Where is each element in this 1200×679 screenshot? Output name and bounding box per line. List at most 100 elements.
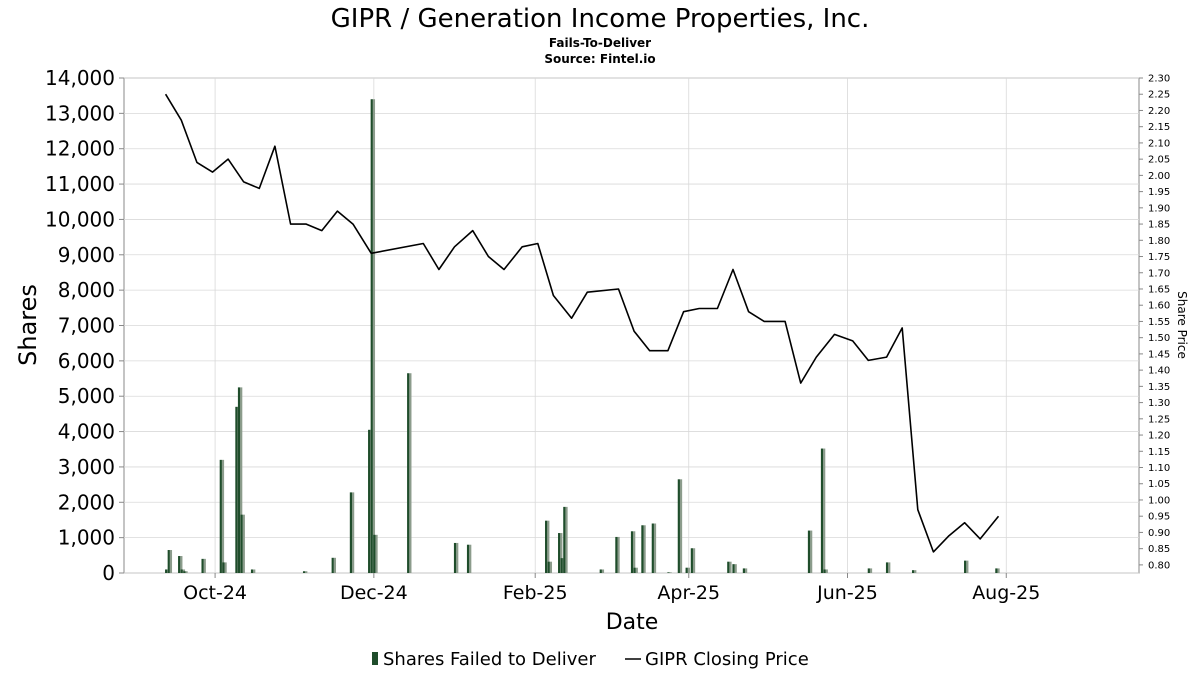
fail-bar — [667, 572, 670, 573]
x-axis-label: Date — [606, 610, 659, 635]
fail-bar-shadow — [687, 567, 690, 573]
fail-bar — [727, 561, 730, 573]
fail-bar — [219, 459, 222, 573]
fail-bar — [615, 536, 618, 573]
y-axis-right: 0.80 0.85 0.90 0.95 1.00 1.05 1.10 1.15 1.20 1.25… — [1139, 74, 1170, 571]
y2-axis-label: Share Price — [1175, 291, 1189, 359]
y2-tick-label: 2.25 — [1148, 90, 1170, 101]
y2-tick-label: 1.35 — [1148, 382, 1170, 393]
fail-bar-shadow — [869, 568, 873, 573]
fail-bar-shadow — [734, 564, 737, 573]
fail-bar — [250, 569, 254, 573]
fail-bar — [558, 533, 561, 573]
fail-bar-shadow — [643, 525, 646, 573]
y2-tick-label: 1.95 — [1148, 187, 1170, 198]
chart-title: GIPR / Generation Income Properties, Inc… — [331, 4, 870, 34]
y2-tick-label: 0.90 — [1148, 528, 1170, 539]
chart-source: Source: Fintel.io — [544, 52, 655, 66]
legend-line-label: GIPR Closing Price — [645, 649, 809, 670]
fail-bar — [545, 520, 548, 573]
fail-bar-shadow — [409, 373, 412, 573]
fail-bar-shadow — [692, 548, 696, 573]
fail-bar-shadow — [456, 542, 459, 573]
fail-bar-shadow — [825, 569, 828, 573]
y-axis-label: Shares — [14, 284, 42, 366]
fail-bar-shadow — [997, 568, 1000, 573]
y-tick-label: 7,000 — [58, 314, 115, 338]
y2-tick-label: 1.65 — [1148, 284, 1170, 295]
y2-tick-label: 1.45 — [1148, 349, 1170, 360]
y-tick-label: 1,000 — [58, 526, 115, 550]
legend-bar-swatch — [372, 652, 378, 665]
y2-tick-label: 2.15 — [1148, 122, 1170, 133]
fail-bar — [823, 569, 826, 573]
y-tick-label: 11,000 — [45, 172, 115, 196]
y2-tick-label: 1.55 — [1148, 317, 1170, 328]
fail-bar-shadow — [305, 571, 308, 573]
fail-bar-shadow — [469, 544, 472, 573]
fail-bar — [885, 562, 889, 573]
y2-tick-label: 1.20 — [1148, 431, 1170, 442]
x-tick-label: Dec-24 — [340, 582, 408, 604]
fail-bar-shadow — [253, 569, 256, 573]
fail-bar — [911, 570, 915, 573]
fail-bar — [820, 448, 824, 573]
y-tick-label: 2,000 — [58, 490, 115, 514]
fail-bar — [178, 556, 181, 573]
fail-bar-shadow — [375, 534, 378, 573]
fail-bar-shadow — [180, 556, 183, 573]
fail-bar-shadow — [560, 533, 563, 573]
fail-bar — [964, 560, 967, 573]
fail-bar-shadow — [617, 536, 620, 573]
y2-tick-label: 2.30 — [1148, 74, 1170, 85]
fail-bar — [732, 564, 735, 573]
fail-bar — [560, 558, 563, 573]
fail-bar — [165, 569, 168, 573]
fail-bar — [167, 550, 170, 573]
y-tick-label: 14,000 — [45, 66, 115, 90]
fail-bar — [742, 568, 746, 573]
fail-bar-shadow — [914, 570, 917, 573]
y-tick-label: 12,000 — [45, 137, 115, 161]
fail-bar — [407, 373, 410, 573]
fail-bar — [685, 567, 688, 573]
fail-bar-shadow — [242, 514, 245, 573]
fail-bar-shadow — [823, 448, 826, 573]
fail-bar-shadow — [203, 558, 206, 573]
y2-tick-label: 1.50 — [1148, 333, 1170, 344]
fail-bar — [807, 530, 811, 573]
y-tick-label: 4,000 — [58, 420, 115, 444]
y2-tick-label: 0.95 — [1148, 512, 1170, 523]
fail-bar — [630, 531, 634, 573]
y2-tick-label: 1.15 — [1148, 447, 1170, 458]
x-axis: Oct-24 Dec-24 Feb-25 Apr-25 Jun-25 Aug-25 — [183, 573, 1040, 604]
fail-bar-shadow — [601, 569, 605, 573]
fail-bar — [201, 558, 204, 573]
fail-bar-shadow — [633, 531, 636, 573]
x-tick-label: Feb-25 — [503, 582, 568, 604]
fail-bar-shadow — [169, 550, 173, 573]
fail-bar — [331, 557, 334, 573]
y2-tick-label: 1.10 — [1148, 463, 1170, 474]
y2-tick-label: 1.70 — [1148, 268, 1170, 279]
x-tick-label: Aug-25 — [972, 582, 1040, 604]
fail-bar — [235, 406, 238, 573]
fail-bar-shadow — [745, 568, 748, 573]
x-tick-label: Oct-24 — [183, 582, 247, 604]
fail-bar-shadow — [221, 459, 225, 573]
fail-bar-shadow — [224, 562, 227, 573]
fail-bar — [240, 514, 243, 573]
fail-bar — [370, 99, 373, 573]
y2-tick-label: 2.20 — [1148, 106, 1170, 117]
fail-bar-shadow — [372, 99, 376, 573]
fail-bar-shadow — [635, 567, 638, 573]
fail-bar-shadow — [966, 560, 969, 573]
fail-bar-shadow — [333, 557, 337, 573]
fail-bar-shadow — [679, 479, 683, 573]
y-tick-label: 13,000 — [45, 101, 115, 125]
y2-tick-label: 2.10 — [1148, 138, 1170, 149]
fail-bar — [237, 387, 241, 573]
legend-bar-label: Shares Failed to Deliver — [383, 649, 596, 670]
